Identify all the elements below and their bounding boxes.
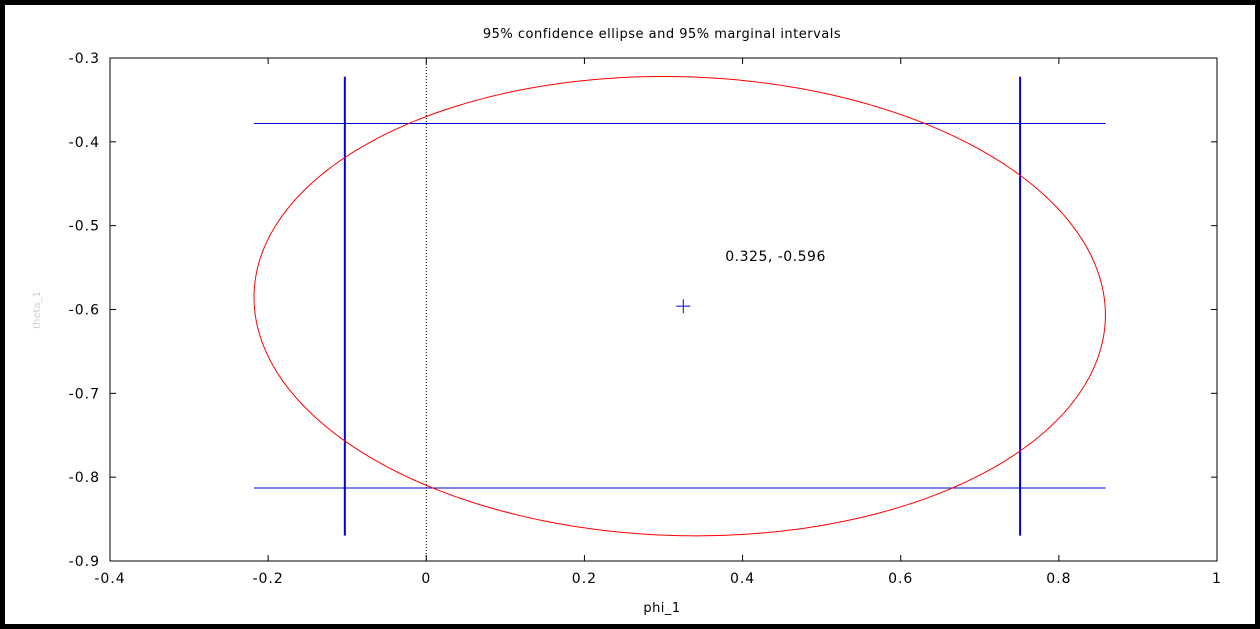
x-axis-ticks: -0.4 -0.2 0 0.2 0.4 0.6 0.8 1 (94, 58, 1222, 587)
x-tick-label: 0.2 (572, 571, 597, 587)
y-tick-label: -0.8 (69, 470, 100, 486)
confidence-ellipse (253, 75, 1106, 537)
y-tick-label: -0.4 (69, 135, 100, 151)
x-tick-label: 0.8 (1046, 571, 1071, 587)
y-axis-ticks: -0.3 -0.4 -0.5 -0.6 -0.7 -0.8 -0.9 (69, 51, 1217, 570)
x-axis-label: phi_1 (643, 601, 680, 616)
chart-title: 95% confidence ellipse and 95% marginal … (483, 27, 841, 42)
y-tick-label: -0.7 (69, 386, 100, 402)
x-tick-label: 0.6 (888, 571, 913, 587)
point-estimate-marker (676, 299, 691, 314)
x-tick-label: 1 (1212, 571, 1222, 587)
y-tick-label: -0.5 (69, 219, 100, 235)
x-tick-label: 0 (421, 571, 431, 587)
marginal-intervals (253, 76, 1106, 536)
x-tick-label: -0.2 (252, 571, 283, 587)
x-tick-label: 0.4 (730, 571, 755, 587)
y-tick-label: -0.3 (69, 51, 100, 67)
x-tick-label: -0.4 (94, 571, 125, 587)
point-estimate-label: 0.325, -0.596 (725, 249, 826, 265)
y-axis-label: theta_1 (32, 291, 43, 329)
y-tick-label: -0.6 (69, 303, 100, 319)
y-tick-label: -0.9 (69, 554, 100, 570)
plot-area-border (109, 57, 1218, 562)
